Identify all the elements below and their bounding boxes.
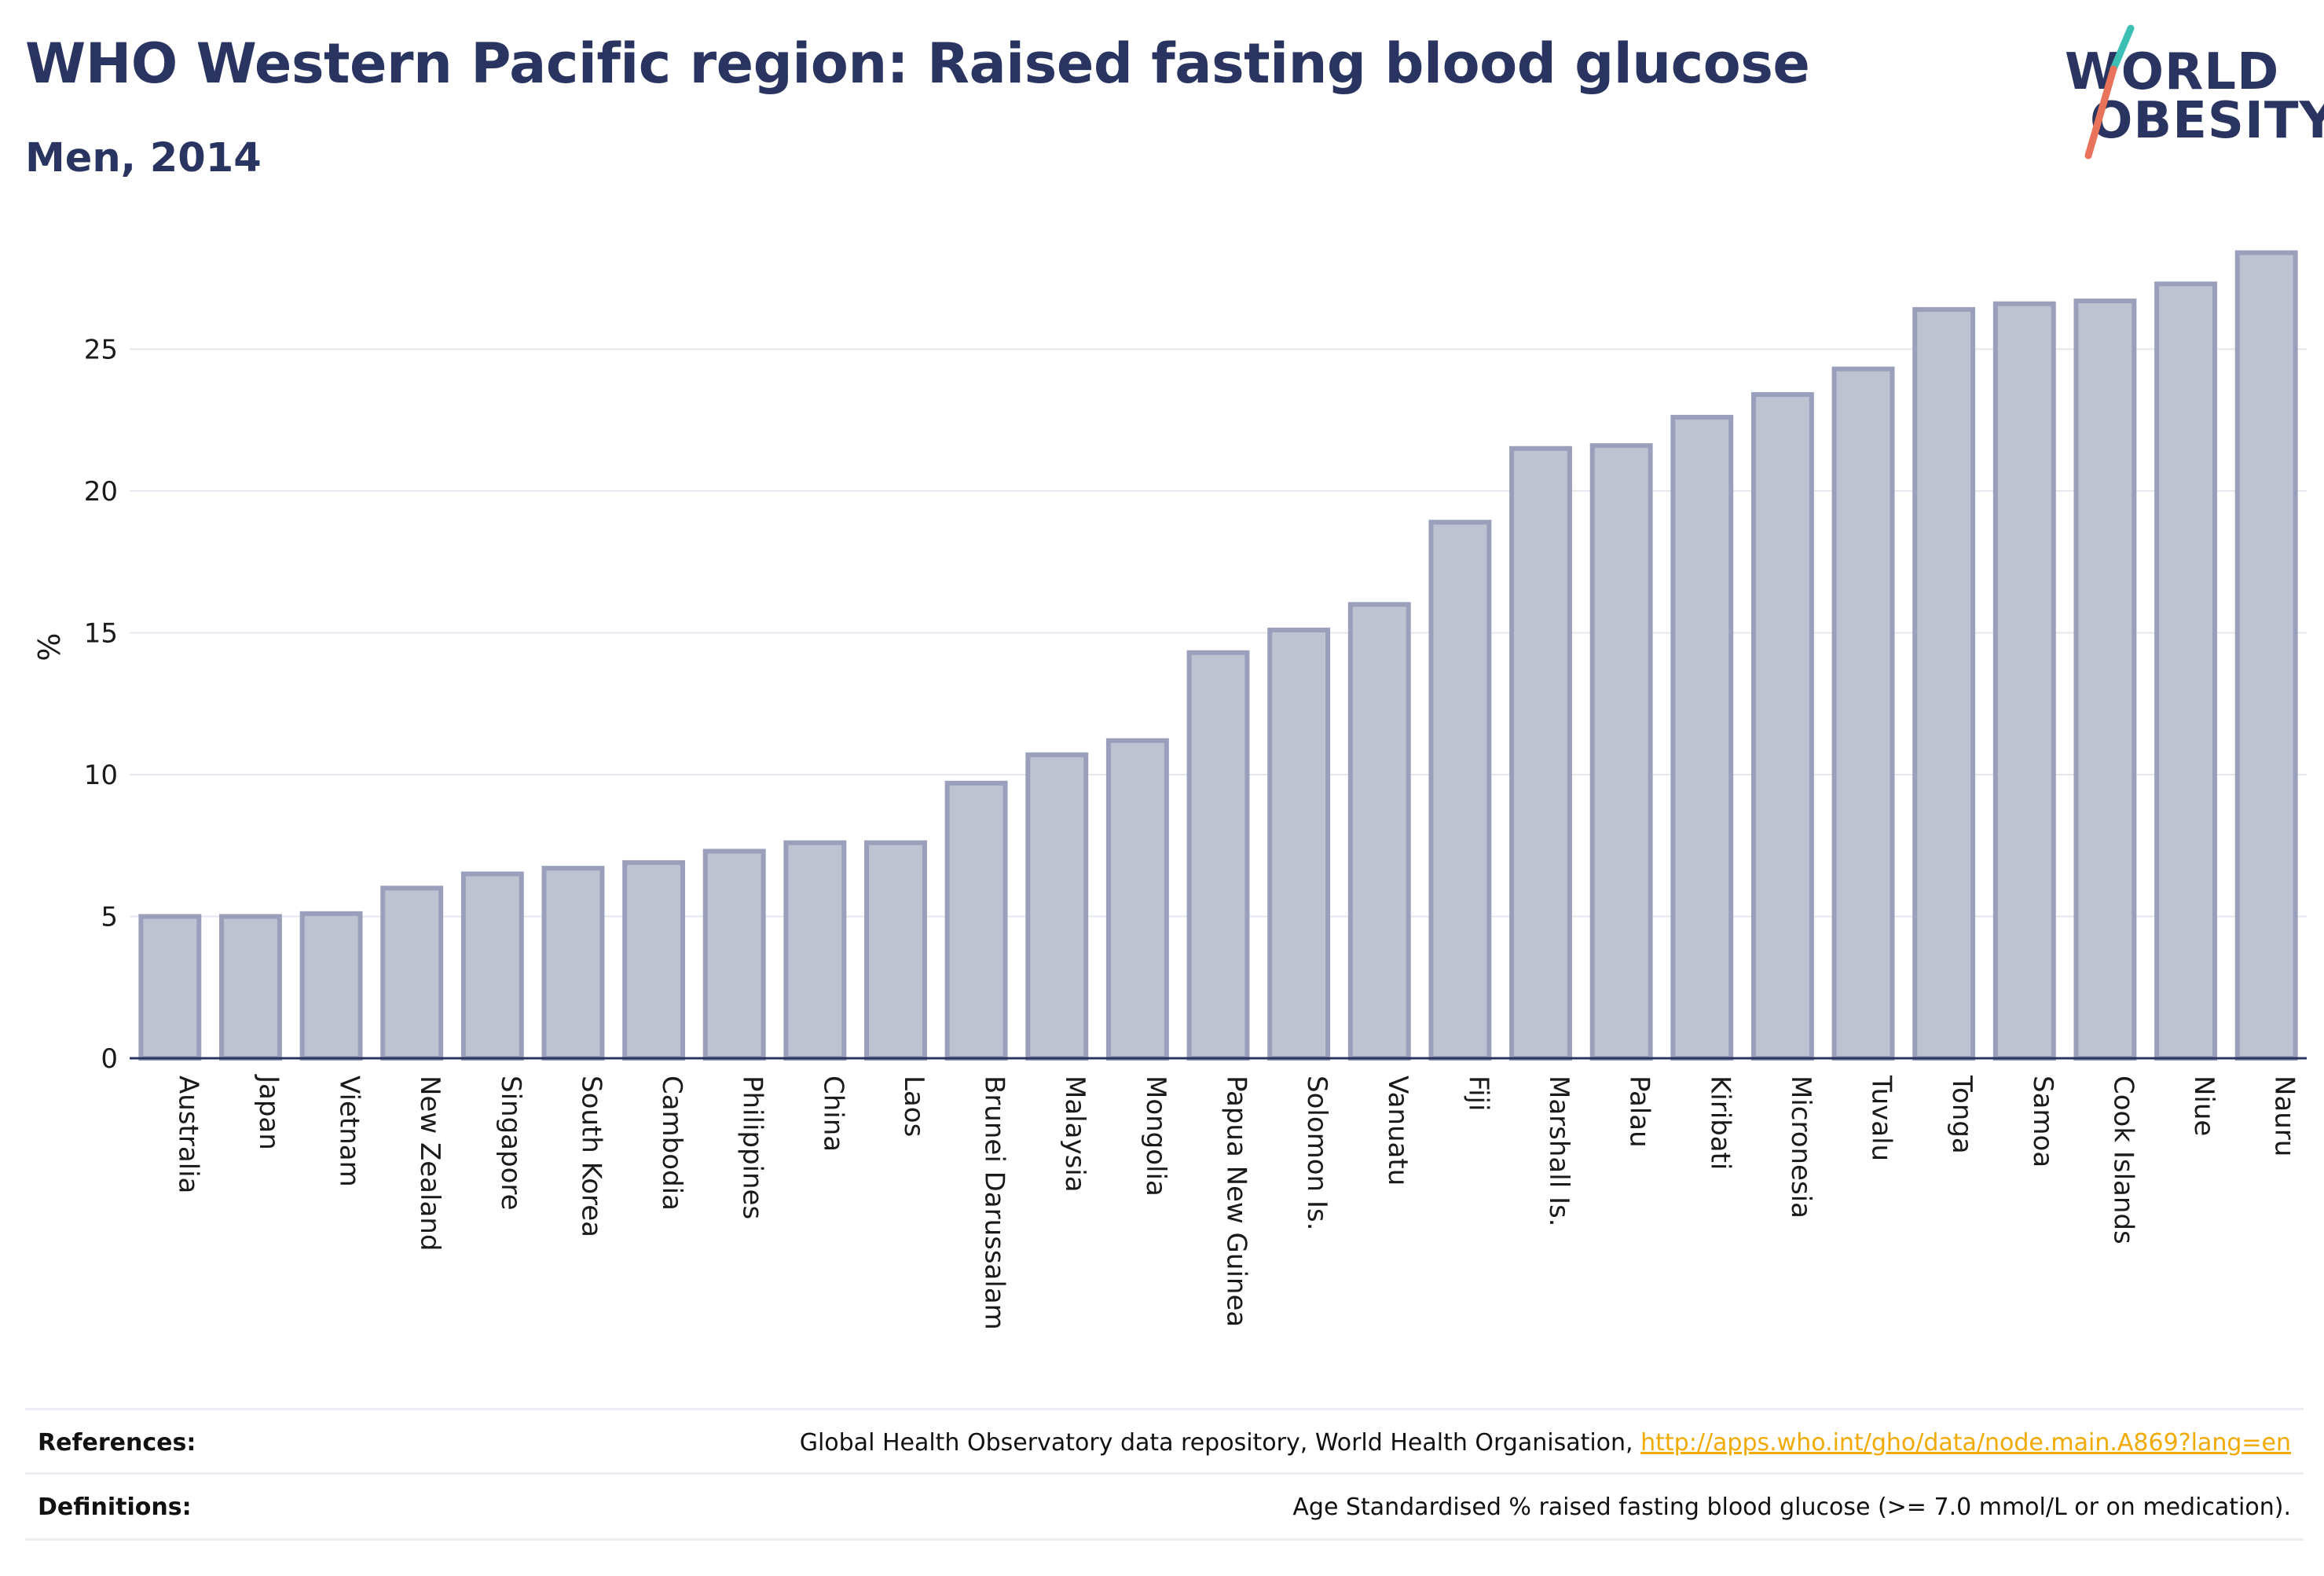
bar [1912,306,1976,1061]
x-tick-label: New Zealand [414,1076,445,1251]
x-axis-labels: Australia Japan Vietnam New Zealand Singapor… [172,1074,2300,1330]
bar [541,866,605,1061]
bar [1267,627,1331,1061]
bar [944,780,1008,1061]
y-axis-label: % [32,632,67,661]
x-tick-label: Marshall Is. [1543,1076,1574,1227]
bar [138,914,202,1061]
x-tick-label: China [817,1076,849,1152]
y-tick-label: 10 [84,760,118,791]
references-label: References: [38,1429,196,1457]
x-tick-label: Fiji [1462,1076,1494,1111]
x-tick-label: Palau [1624,1076,1655,1148]
x-tick-label: Vietnam [334,1076,365,1187]
y-tick-label: 0 [101,1043,118,1075]
bar [299,911,363,1061]
bar [1025,752,1089,1061]
references-text: Global Health Observatory data repositor… [799,1429,1633,1457]
bar [1831,366,1895,1061]
bars [138,250,2298,1061]
x-tick-label: Japan [253,1074,284,1150]
y-tick-label: 20 [84,476,118,508]
references-value: Global Health Observatory data repositor… [800,1429,2291,1457]
logo-text-obesity: OBESITY [2090,92,2324,150]
y-tick-label: 5 [101,901,118,933]
bar [2073,299,2137,1061]
x-tick-label: Kiribati [1704,1076,1736,1170]
x-tick-label: Niue [2188,1076,2220,1136]
bar [1347,602,1411,1061]
footer-divider [25,1538,2304,1541]
bar [460,871,524,1061]
bar [1589,443,1653,1061]
bar [1750,392,1814,1061]
references-link[interactable]: http://apps.who.int/gho/data/node.main.A… [1640,1429,2291,1457]
bar [218,914,282,1061]
y-tick-label: 25 [84,334,118,365]
x-tick-label: Samoa [2027,1076,2058,1167]
bar [1428,519,1492,1061]
definitions-text: Age Standardised % raised fasting blood … [1292,1494,2291,1521]
x-tick-label: Solomon Is. [1301,1076,1332,1230]
bar [1186,650,1250,1061]
x-tick-label: Nauru [2269,1076,2300,1156]
bar-chart: 0 5 10 15 20 25 Australia Japan Vietnam New Zeal… [32,250,2307,1330]
x-tick-label: South Korea [575,1076,607,1237]
x-tick-label: Singapore [495,1076,526,1211]
x-tick-label: Australia [172,1076,203,1193]
x-tick-label: Laos [898,1076,929,1137]
bar [1509,445,1572,1061]
chart-subtitle: Men, 2014 [25,135,262,181]
x-tick-label: Tonga [1946,1075,1978,1154]
y-axis-ticks: 0 5 10 15 20 25 [84,334,118,1075]
bar [783,840,847,1061]
logo-text-world: WORLD [2065,43,2280,101]
bar [2154,281,2218,1061]
x-tick-label: Malaysia [1059,1076,1091,1193]
bar [380,885,444,1061]
x-tick-label: Mongolia [1140,1076,1171,1197]
bar [864,840,927,1061]
x-tick-label: Tuvalu [1866,1075,1897,1161]
x-tick-label: Philippines [737,1076,768,1219]
bar [1105,738,1169,1061]
bar [622,859,686,1061]
references-row: References: Global Health Observatory da… [25,1408,2304,1475]
bar [1670,415,1734,1061]
definitions-label: Definitions: [38,1494,192,1521]
x-tick-label: Cook Islands [2107,1076,2139,1244]
x-tick-label: Micronesia [1785,1076,1816,1219]
y-tick-label: 15 [84,618,118,649]
logo-slash-icon [2084,24,2135,159]
x-tick-label: Vanuatu [1382,1076,1413,1186]
x-tick-label: Cambodia [656,1076,687,1211]
bar [1992,301,2056,1061]
x-tick-label: Brunei Darussalam [979,1076,1010,1330]
definitions-row: Definitions: Age Standardised % raised f… [25,1472,2304,1539]
x-tick-label: Papua New Guinea [1221,1076,1252,1327]
bar [702,848,766,1061]
bar [2234,250,2298,1061]
chart-title: WHO Western Pacific region: Raised fasti… [25,31,1810,96]
